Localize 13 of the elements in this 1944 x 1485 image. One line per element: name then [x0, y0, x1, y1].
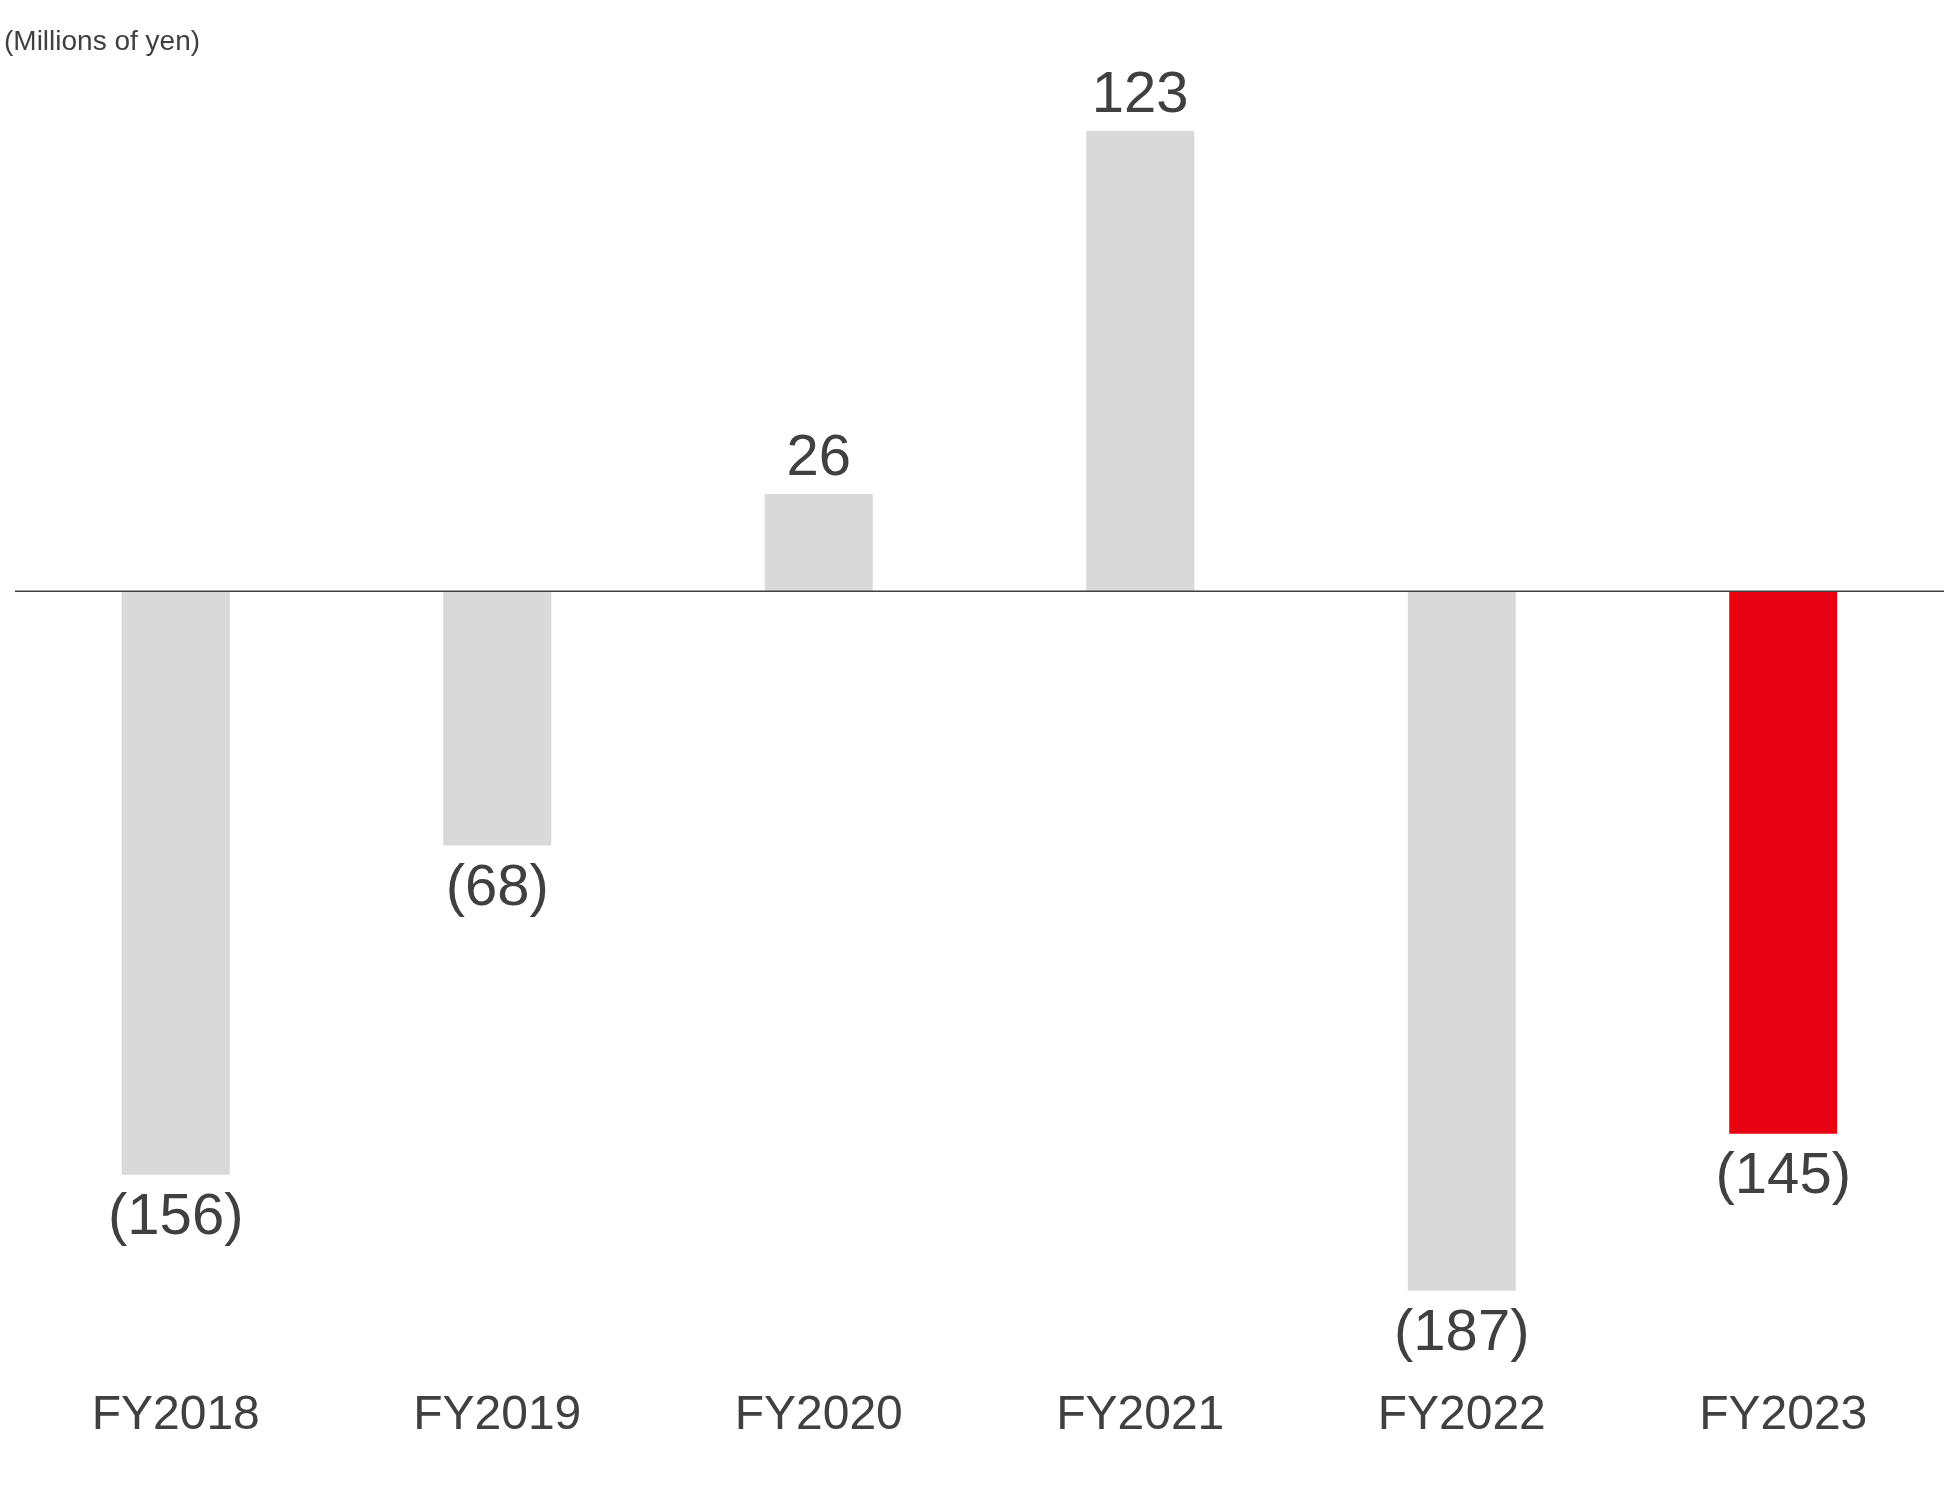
y-axis-title: (Millions of yen) [4, 24, 201, 56]
data-label: (156) [108, 1180, 244, 1246]
x-tick-label: FY2020 [734, 1386, 903, 1440]
x-tick-label: FY2019 [413, 1386, 582, 1440]
x-tick-label: FY2021 [1056, 1386, 1225, 1440]
data-label: 26 [786, 421, 852, 487]
x-tick-label: FY2022 [1377, 1386, 1546, 1440]
data-label: 123 [1091, 59, 1189, 125]
x-tick-label: FY2023 [1699, 1386, 1868, 1440]
x-tick-label: FY2018 [91, 1386, 260, 1440]
data-label: (187) [1394, 1296, 1530, 1362]
data-label: (68) [445, 851, 549, 917]
data-label: (145) [1715, 1139, 1851, 1205]
